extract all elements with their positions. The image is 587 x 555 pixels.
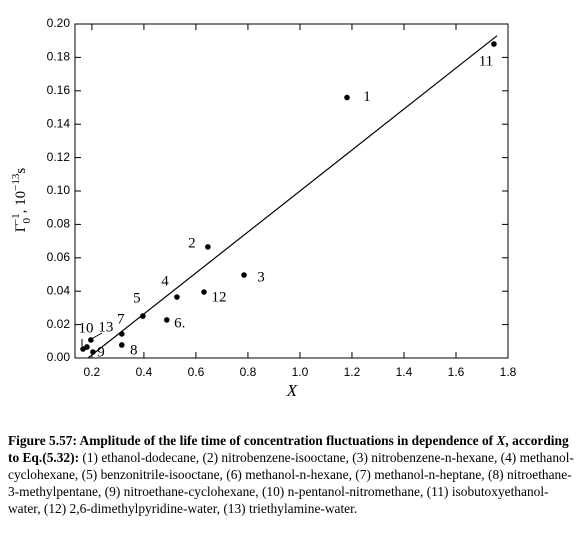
point-label: 13 <box>98 319 113 335</box>
caption-part: X <box>496 433 506 448</box>
point <box>119 342 125 348</box>
y-axis-label-part: s <box>13 168 29 174</box>
caption-part: (1) ethanol-dodecane, (2) nitrobenzene-i… <box>8 450 574 516</box>
x-tick-label: 0.4 <box>136 365 153 379</box>
x-tick-label: 1.0 <box>292 365 309 379</box>
y-tick-label: 0.20 <box>47 16 71 30</box>
x-tick-label: 1.8 <box>500 365 517 379</box>
x-tick-label: 0.2 <box>84 365 101 379</box>
y-tick-label: 0.14 <box>47 116 71 130</box>
point <box>140 313 146 319</box>
caption-part: , according to Eq.(5.32): <box>8 433 569 465</box>
point <box>344 94 350 101</box>
point <box>201 289 207 295</box>
point-label: 8 <box>130 342 138 358</box>
y-axis-label-part: −13 <box>10 173 22 191</box>
point <box>90 349 96 355</box>
point-label: 11 <box>479 53 493 69</box>
x-tick-label: 1.2 <box>344 365 361 379</box>
y-axis-label-part: , 10 <box>13 191 29 214</box>
y-tick-label: 0.18 <box>47 50 71 64</box>
point <box>119 331 125 337</box>
point <box>241 272 247 278</box>
y-axis-label-part: −1 <box>10 213 22 225</box>
x-tick-label: 1.6 <box>448 365 465 379</box>
y-tick-label: 0.02 <box>47 317 71 331</box>
point-label: 6. <box>174 315 185 331</box>
y-axis-label-part: 0 <box>21 218 33 224</box>
x-tick-label: 1.4 <box>396 365 413 379</box>
y-tick-label: 0.00 <box>47 350 71 364</box>
point-label: 2 <box>188 235 196 251</box>
point-label: 3 <box>257 269 265 285</box>
point-label: 12 <box>211 289 226 305</box>
point-label: 5 <box>133 291 141 307</box>
point <box>164 317 170 323</box>
point-label: 9 <box>97 344 105 360</box>
plot-frame <box>74 23 509 359</box>
point <box>88 337 94 343</box>
point <box>84 344 90 350</box>
point-label: 10 <box>79 320 94 336</box>
chart: X Γ0−1, 10−13s 0.2 0.4 0.6 0.8 1.0 1.2 1.4 1.6 1… <box>10 16 517 400</box>
caption-part: Figure 5.57: Amplitude of the life time … <box>8 433 497 448</box>
fit-line <box>87 35 498 359</box>
y-tick-label: 0.12 <box>47 150 71 164</box>
point <box>491 41 497 47</box>
point-label: 4 <box>161 273 169 289</box>
y-tick-label: 0.04 <box>47 283 71 297</box>
x-axis-label: X <box>286 381 298 400</box>
y-axis-label: Γ0−1, 10−13s <box>10 168 33 233</box>
point-label: 1 <box>363 89 371 105</box>
y-tick-label: 0.06 <box>47 250 71 264</box>
x-tick-label: 0.6 <box>188 365 205 379</box>
point <box>205 244 211 250</box>
y-axis-label-part: Γ <box>13 223 29 232</box>
y-tick-label: 0.16 <box>47 83 71 97</box>
caption: Figure 5.57: Amplitude of the life time … <box>8 432 580 517</box>
y-tick-label: 0.08 <box>47 217 71 231</box>
point-label: 7 <box>117 311 125 327</box>
pointer <box>92 332 103 339</box>
y-tick-label: 0.10 <box>47 183 71 197</box>
x-tick-label: 0.8 <box>240 365 257 379</box>
point <box>174 294 180 300</box>
